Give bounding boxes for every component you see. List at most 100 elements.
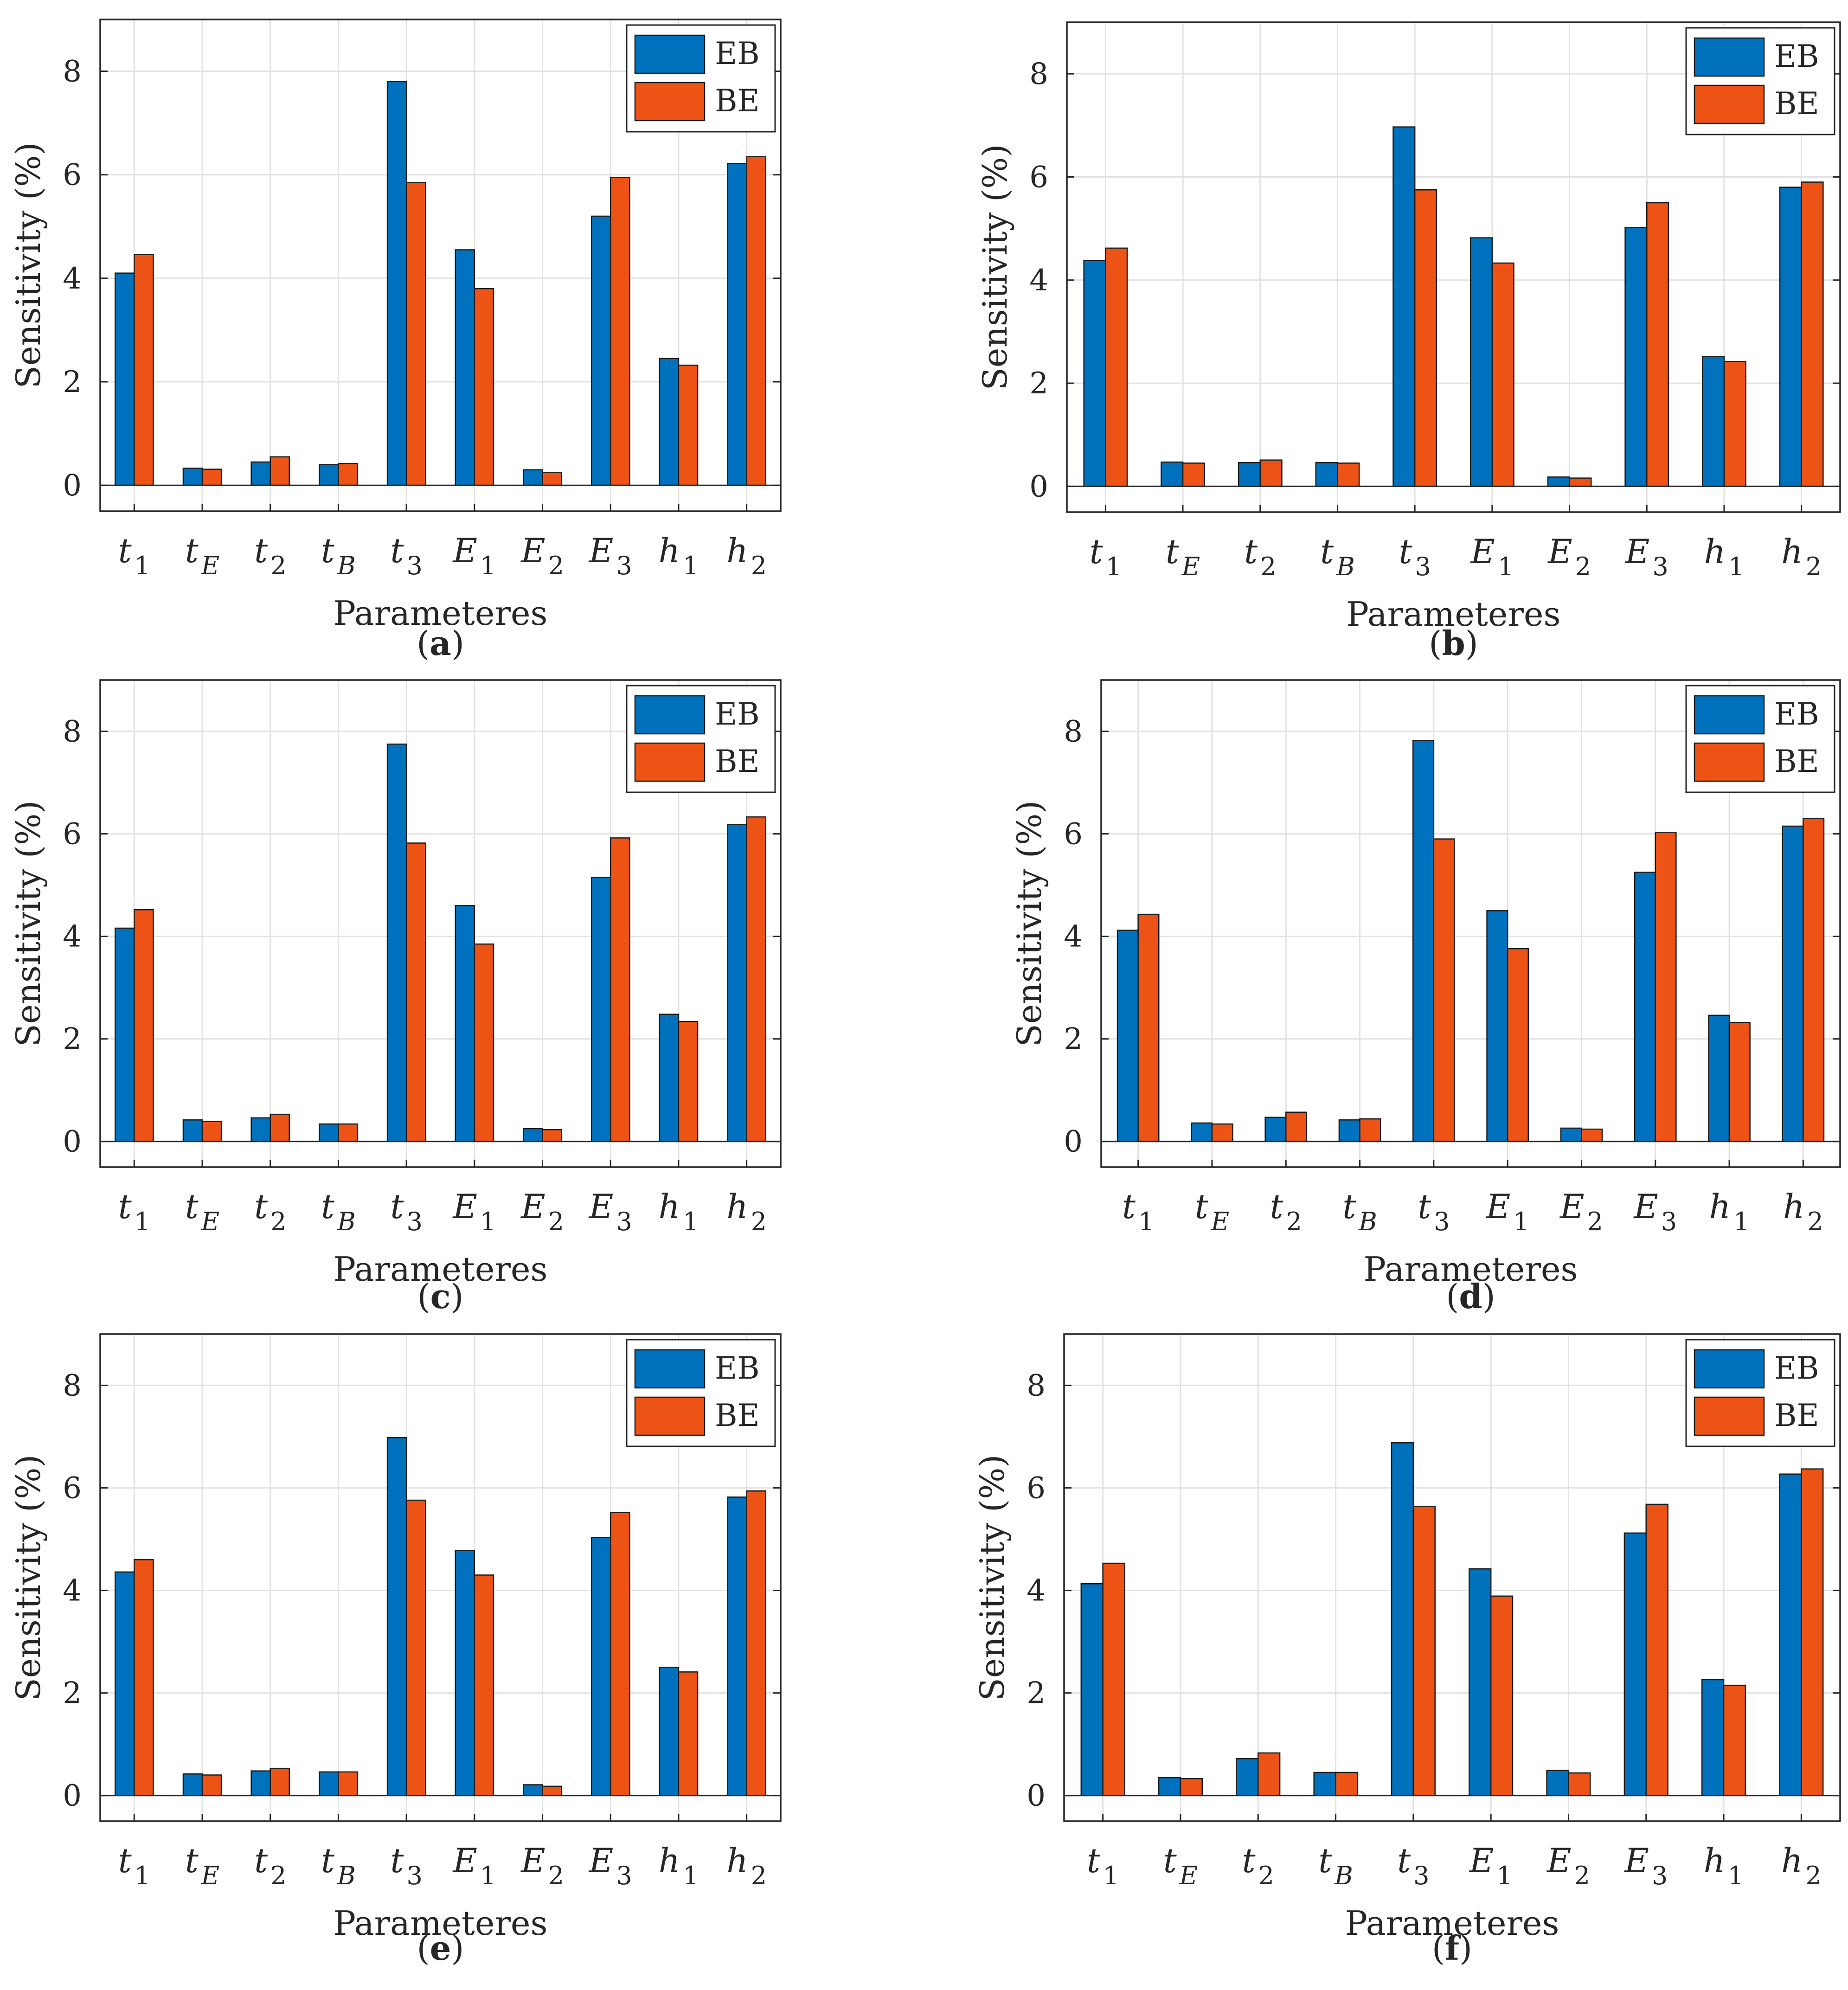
bar-be-E2 bbox=[542, 1785, 562, 1796]
y-tick-label: 0 bbox=[1027, 1779, 1046, 1813]
x-tick-base: t bbox=[1418, 1187, 1431, 1226]
axes-box bbox=[99, 679, 782, 1168]
panel-caption: (b) bbox=[1429, 623, 1478, 663]
x-tick-subscript: 2 bbox=[751, 1861, 767, 1890]
x-tick-base: E bbox=[588, 1187, 614, 1226]
bar-eb-h2 bbox=[1779, 1473, 1802, 1796]
bar-be-E1 bbox=[474, 943, 494, 1142]
bar-eb-E1 bbox=[1486, 910, 1508, 1142]
bar-be-E1 bbox=[474, 288, 494, 486]
bar-be-E1 bbox=[474, 1574, 494, 1796]
x-tick-subscript: 1 bbox=[1496, 1861, 1512, 1890]
caption-part: ( bbox=[1429, 624, 1442, 663]
panel-caption: (e) bbox=[417, 1928, 464, 1968]
bar-be-tB bbox=[1335, 1772, 1358, 1796]
x-tick-subscript: 1 bbox=[1498, 552, 1514, 581]
x-tick-base: E bbox=[1547, 532, 1572, 571]
bar-eb-E3 bbox=[1624, 227, 1648, 487]
bar-eb-tB bbox=[319, 1123, 339, 1142]
bar-eb-tE bbox=[182, 1119, 203, 1142]
x-tick-base: h bbox=[1704, 532, 1726, 571]
bar-be-E2 bbox=[542, 472, 562, 486]
bar-eb-t1 bbox=[1080, 1583, 1104, 1796]
bar-be-h2 bbox=[746, 156, 766, 486]
x-tick-subscript: E bbox=[1181, 552, 1200, 581]
bar-eb-tB bbox=[1315, 462, 1338, 487]
bar-eb-E3 bbox=[590, 1537, 611, 1796]
x-tick-base: E bbox=[1485, 1187, 1511, 1226]
x-tick-subscript: 1 bbox=[1138, 1207, 1154, 1236]
y-tick-label: 8 bbox=[63, 55, 82, 89]
x-axis-label: Parameteres bbox=[1364, 1250, 1578, 1289]
x-axis-label: Parameteres bbox=[334, 594, 548, 633]
x-axis-label: Parameteres bbox=[1347, 595, 1561, 634]
bar-eb-t3 bbox=[1392, 126, 1416, 487]
x-tick-subscript: 2 bbox=[1575, 552, 1591, 581]
bar-eb-tE bbox=[182, 1773, 203, 1796]
bar-be-h1 bbox=[1723, 1684, 1746, 1796]
x-tick-subscript: 1 bbox=[135, 1861, 150, 1890]
x-tick-base: t bbox=[1122, 1187, 1136, 1226]
legend-label-eb: EB bbox=[1774, 1350, 1819, 1386]
bar-be-t2 bbox=[1259, 459, 1283, 487]
y-tick-label: 0 bbox=[1029, 469, 1048, 504]
bar-be-h2 bbox=[1801, 1468, 1824, 1796]
bar-eb-E1 bbox=[1469, 1568, 1492, 1796]
x-tick-subscript: 1 bbox=[480, 1207, 496, 1236]
caption-part: b bbox=[1442, 623, 1465, 663]
bar-be-h1 bbox=[678, 365, 699, 486]
bar-eb-E3 bbox=[590, 215, 611, 486]
bar-be-E2 bbox=[1581, 1128, 1603, 1142]
x-tick-subscript: 1 bbox=[480, 1861, 496, 1890]
x-tick-base: h bbox=[1704, 1841, 1725, 1880]
legend-swatch-eb bbox=[1694, 695, 1765, 735]
x-tick-base: t bbox=[321, 1187, 335, 1226]
bar-be-tE bbox=[201, 1121, 222, 1142]
bar-be-E3 bbox=[1645, 1503, 1668, 1796]
x-tick-base: E bbox=[1559, 1187, 1585, 1226]
bar-eb-E2 bbox=[523, 1784, 543, 1796]
bar-be-h1 bbox=[1723, 361, 1746, 487]
bar-be-E3 bbox=[1655, 832, 1677, 1142]
x-tick-subscript: 1 bbox=[1106, 552, 1122, 581]
legend-label-eb: EB bbox=[715, 36, 760, 71]
legend-label-be: BE bbox=[1774, 86, 1819, 122]
x-tick-base: h bbox=[1783, 1187, 1804, 1226]
y-tick-label: 6 bbox=[63, 817, 82, 852]
bar-be-t3 bbox=[405, 182, 426, 486]
x-tick-base: E bbox=[1469, 532, 1495, 571]
bar-eb-E1 bbox=[455, 249, 475, 486]
x-tick-base: t bbox=[254, 531, 268, 570]
bar-be-t2 bbox=[270, 456, 290, 486]
caption-part: a bbox=[430, 623, 451, 663]
x-tick-base: h bbox=[1709, 1187, 1731, 1226]
y-axis-label: Sensitivity (%) bbox=[9, 800, 48, 1046]
bar-be-h2 bbox=[746, 1490, 766, 1796]
x-axis-label: Parameteres bbox=[1345, 1904, 1559, 1943]
x-tick-base: t bbox=[254, 1841, 268, 1880]
x-tick-subscript: 2 bbox=[548, 1207, 564, 1236]
y-tick-label: 8 bbox=[1064, 715, 1083, 749]
bar-be-tB bbox=[1359, 1118, 1381, 1142]
y-tick-label: 0 bbox=[63, 1779, 82, 1813]
bar-be-E3 bbox=[610, 1512, 630, 1796]
y-tick-label: 6 bbox=[1027, 1471, 1046, 1506]
x-tick-subscript: 3 bbox=[1434, 1207, 1450, 1236]
x-axis-label: Parameteres bbox=[334, 1904, 548, 1943]
x-tick-base: h bbox=[726, 1187, 748, 1226]
bar-eb-tE bbox=[1158, 1777, 1181, 1796]
legend-swatch-eb bbox=[634, 1349, 706, 1389]
